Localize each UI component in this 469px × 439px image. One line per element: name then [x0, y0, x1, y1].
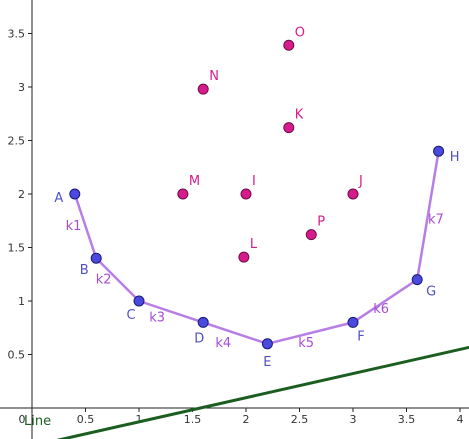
segment-k6[interactable] — [351, 278, 419, 324]
point-F[interactable] — [347, 316, 359, 328]
y-tick-label: 1 — [18, 295, 25, 308]
point-O[interactable] — [283, 39, 295, 51]
segment-k1[interactable] — [73, 192, 98, 260]
line-label: Line — [24, 414, 51, 429]
point-label: C — [126, 308, 135, 323]
point-A[interactable] — [69, 188, 81, 200]
point-label: L — [250, 237, 258, 252]
point-label: B — [80, 263, 89, 278]
point-label: A — [54, 191, 63, 206]
line[interactable] — [11, 345, 469, 439]
y-tick-label: 1.5 — [8, 242, 26, 255]
point-label: H — [450, 150, 460, 165]
point-label: F — [357, 329, 364, 344]
segment-label: k1 — [66, 219, 82, 234]
point-J[interactable] — [347, 188, 359, 200]
point-D[interactable] — [197, 316, 209, 328]
point-label: P — [317, 215, 325, 230]
point-label: D — [194, 331, 204, 346]
segment-label: k5 — [298, 336, 314, 351]
y-tick-label: 2 — [18, 188, 25, 201]
y-tick-label: 0.5 — [8, 349, 26, 362]
y-tick-label: 3 — [18, 81, 25, 94]
point-label: J — [358, 174, 363, 189]
x-tick-label: 3.5 — [398, 413, 416, 426]
point-K[interactable] — [283, 122, 295, 134]
point-N[interactable] — [197, 83, 209, 95]
x-tick-label: 1.5 — [184, 413, 202, 426]
segment-label: k7 — [428, 212, 444, 227]
segment-k5[interactable] — [266, 321, 355, 346]
segment-label: k3 — [149, 311, 165, 326]
x-tick-label: 0 — [19, 413, 26, 426]
segment-k2[interactable] — [94, 256, 141, 303]
point-B[interactable] — [90, 252, 102, 264]
segment-label: k4 — [215, 336, 231, 351]
free-points-layer: I J K L M N O P — [177, 25, 363, 263]
point-P[interactable] — [305, 229, 317, 241]
segment-label: k6 — [373, 302, 389, 317]
x-tick-label: 2.5 — [291, 413, 309, 426]
point-label: O — [295, 25, 305, 40]
point-label: G — [426, 285, 436, 300]
point-label: K — [295, 108, 304, 123]
point-H[interactable] — [433, 145, 445, 157]
point-label: M — [189, 174, 200, 189]
y-tick-label: 3.5 — [8, 28, 26, 41]
x-tick-label: 1 — [136, 413, 143, 426]
point-I[interactable] — [240, 188, 252, 200]
point-G[interactable] — [411, 274, 423, 286]
point-label: E — [263, 355, 271, 370]
polyline-layer: k1 k2 k3 k4 k5 k6 k7 A B C D E F G H — [54, 145, 460, 370]
x-tick-label: 2 — [243, 413, 250, 426]
segment-label: k2 — [96, 273, 112, 288]
point-M[interactable] — [177, 188, 189, 200]
x-tick-label: 4 — [457, 413, 464, 426]
point-C[interactable] — [133, 295, 145, 307]
y-tick-label: 2.5 — [8, 135, 26, 148]
segment-k4[interactable] — [201, 321, 269, 346]
x-tick-label: 0.5 — [77, 413, 95, 426]
point-label: I — [252, 174, 256, 189]
point-L[interactable] — [238, 251, 250, 263]
point-label: N — [209, 69, 219, 84]
line-layer: Line — [11, 345, 469, 439]
segment-k7[interactable] — [415, 149, 440, 281]
segment-k3[interactable] — [137, 299, 205, 324]
x-tick-label: 3 — [350, 413, 357, 426]
point-E[interactable] — [261, 338, 273, 350]
